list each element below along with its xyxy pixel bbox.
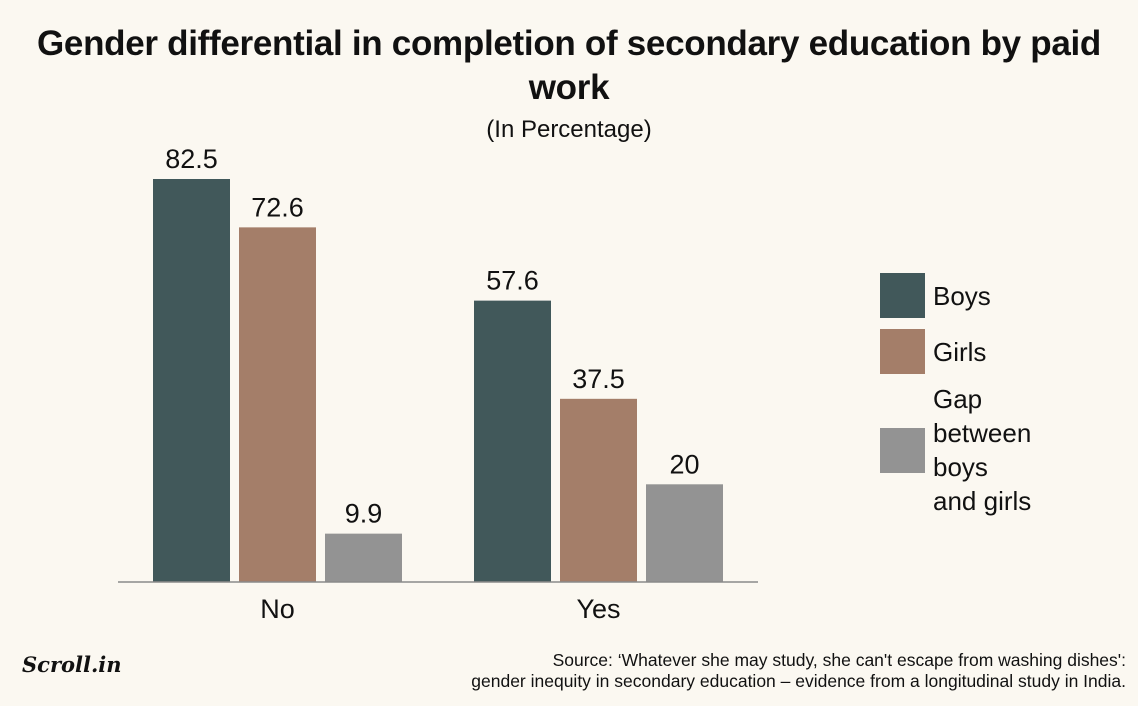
- bar-gap-between-boys-and-girls-no: [325, 533, 402, 582]
- legend-label-gap-line1: Gap between: [933, 384, 1032, 448]
- legend-item-boys: Boys: [880, 273, 991, 318]
- data-label-boys-yes: 57.6: [486, 266, 539, 296]
- chart-subtitle: (In Percentage): [486, 116, 652, 143]
- scroll-logo: Scroll.in: [22, 652, 122, 677]
- source-note: Source: ‘Whatever she may study, she can…: [366, 650, 1126, 692]
- source-line-2: gender inequity in secondary education –…: [471, 671, 1126, 691]
- legend-label-boys: Boys: [933, 280, 991, 311]
- data-label-gap-between-boys-and-girls-yes: 20: [669, 449, 699, 479]
- legend-swatch-boys: [880, 273, 925, 318]
- data-label-gap-between-boys-and-girls-no: 9.9: [345, 499, 383, 529]
- data-label-girls-yes: 37.5: [572, 364, 625, 394]
- legend-swatch-gap: [880, 427, 925, 473]
- legend-label-girls: Girls: [933, 336, 987, 367]
- bar-boys-no: [153, 179, 230, 582]
- bar-gap-between-boys-and-girls-yes: [646, 484, 723, 582]
- category-label-no: No: [260, 594, 295, 624]
- bar-girls-yes: [560, 398, 637, 582]
- category-label-yes: Yes: [576, 594, 620, 624]
- bar-girls-no: [239, 227, 316, 583]
- legend-swatch-girls: [880, 329, 925, 374]
- data-label-boys-no: 82.5: [165, 144, 218, 174]
- legend-label-gap: Gap between boys and girls: [933, 382, 1031, 518]
- source-line-1: Source: ‘Whatever she may study, she can…: [552, 650, 1126, 670]
- legend-item-gap: Gap between boys and girls: [880, 382, 1031, 518]
- bar-boys-yes: [474, 300, 551, 582]
- legend-item-girls: Girls: [880, 329, 986, 374]
- legend-label-gap-line2: boys and girls: [933, 452, 1032, 516]
- chart-title: Gender differential in completion of sec…: [36, 24, 1102, 107]
- data-label-girls-no: 72.6: [251, 192, 304, 222]
